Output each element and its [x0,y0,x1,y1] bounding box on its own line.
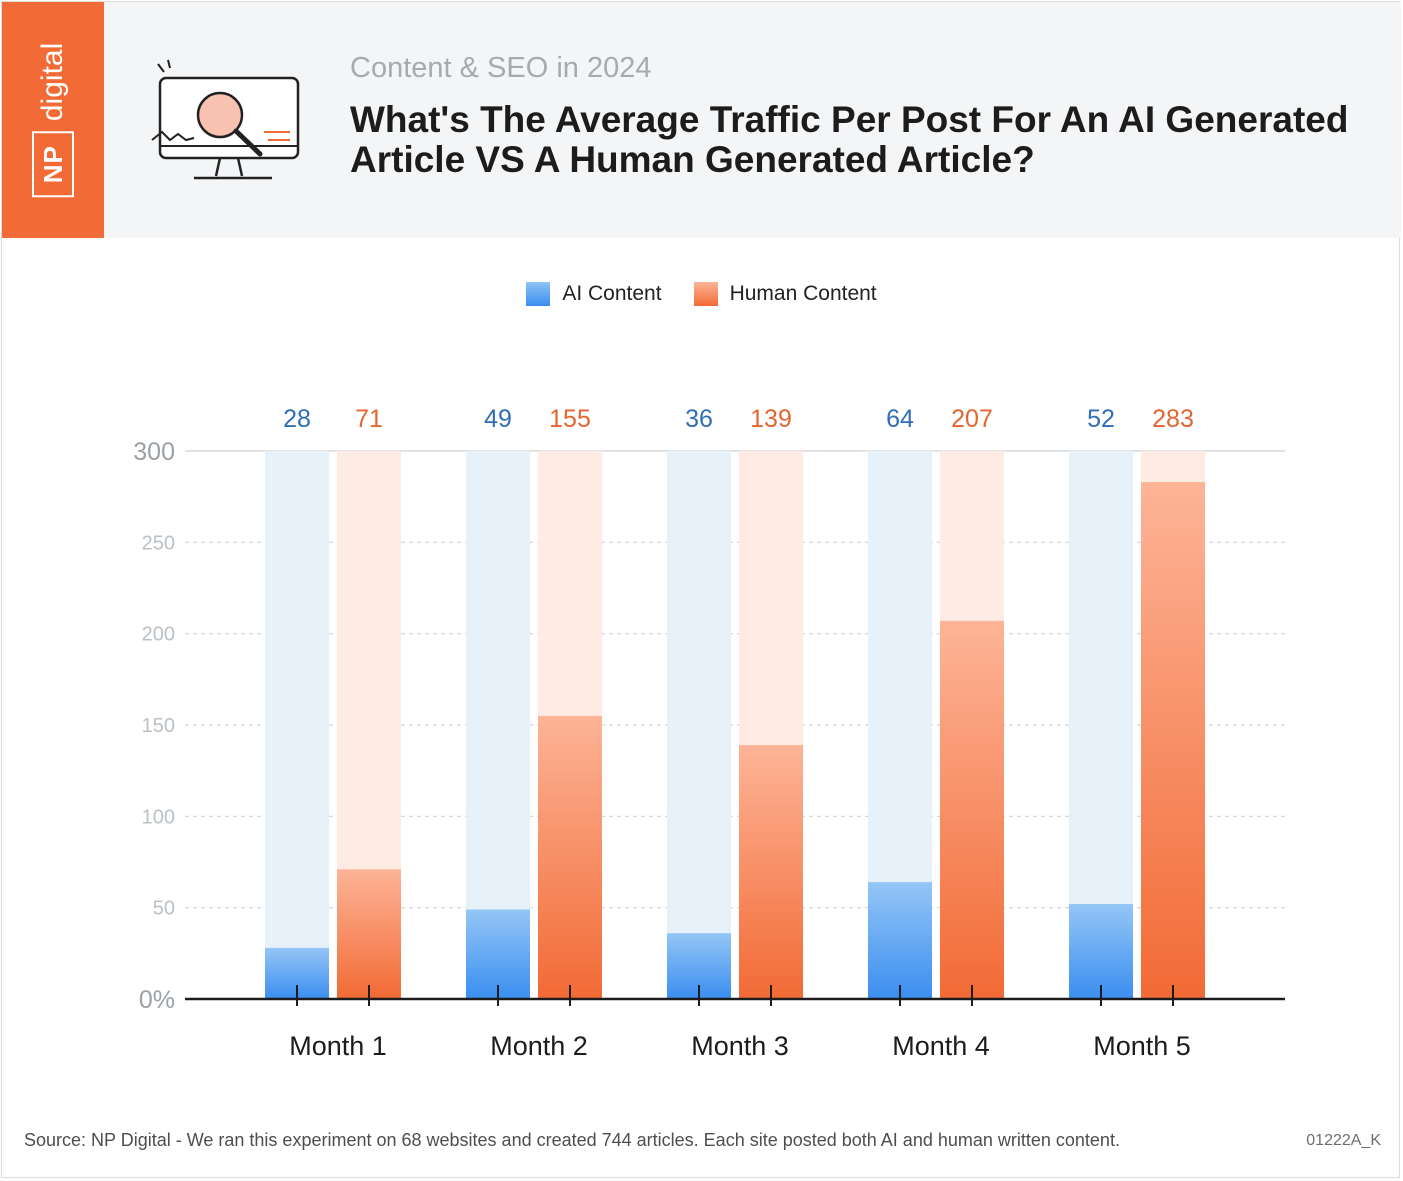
y-tick-label: 0% [139,986,175,1014]
chart-title: What's The Average Traffic Per Post For … [350,99,1349,180]
y-tick-label: 250 [142,532,175,554]
source-note: Source: NP Digital - We ran this experim… [24,1130,1120,1150]
data-label-human: 71 [355,405,383,433]
bar-human [739,745,803,999]
graphic-code: 01222A_K [1306,1132,1381,1149]
logo-digital: digital [36,42,69,122]
x-tick-label: Month 3 [691,1031,789,1061]
data-label-ai: 49 [484,405,512,433]
bar-track [667,451,731,999]
y-tick-label: 150 [142,715,175,737]
y-tick-label: 100 [142,806,175,828]
bar-human [1141,482,1205,999]
data-label-human: 207 [951,405,993,433]
x-tick-label: Month 1 [289,1031,387,1061]
bar-ai [1069,904,1133,999]
y-tick-label: 50 [153,898,175,920]
bar-human [538,715,602,999]
y-tick-label: 200 [142,624,175,646]
x-tick-label: Month 2 [490,1031,588,1061]
monitor-search-icon [151,59,300,180]
data-label-ai: 52 [1087,405,1115,433]
bar-human [940,620,1004,999]
legend-swatch-human [693,282,718,306]
legend-label-human: Human Content [729,282,877,305]
legend-swatch-ai [526,282,551,306]
bar-track [265,451,329,999]
chart-legend: AI Content Human Content [0,282,1403,306]
data-label-ai: 64 [886,405,914,433]
data-label-ai: 28 [283,405,311,433]
data-label-human: 155 [549,405,591,433]
y-tick-label: 300 [133,438,175,466]
legend-item-ai: AI Content [526,282,662,306]
np-digital-logo: NP digital [2,2,104,238]
legend-label-ai: AI Content [562,282,662,305]
data-label-human: 283 [1152,405,1194,433]
x-tick-label: Month 4 [892,1031,990,1061]
data-label-ai: 36 [685,405,713,433]
bar-ai [868,882,932,999]
legend-item-human: Human Content [693,282,877,306]
logo-np: NP [32,131,74,198]
bar-ai [466,909,530,999]
bar-track [466,451,530,999]
x-tick-label: Month 5 [1093,1031,1191,1061]
data-label-human: 139 [750,405,792,433]
bar-human [337,869,401,999]
header-subtitle: Content & SEO in 2024 [350,52,652,84]
bar-chart: 0% 50 100 150 200 250 300 28 71 Month 1 49 155 Month… [133,405,1285,1061]
